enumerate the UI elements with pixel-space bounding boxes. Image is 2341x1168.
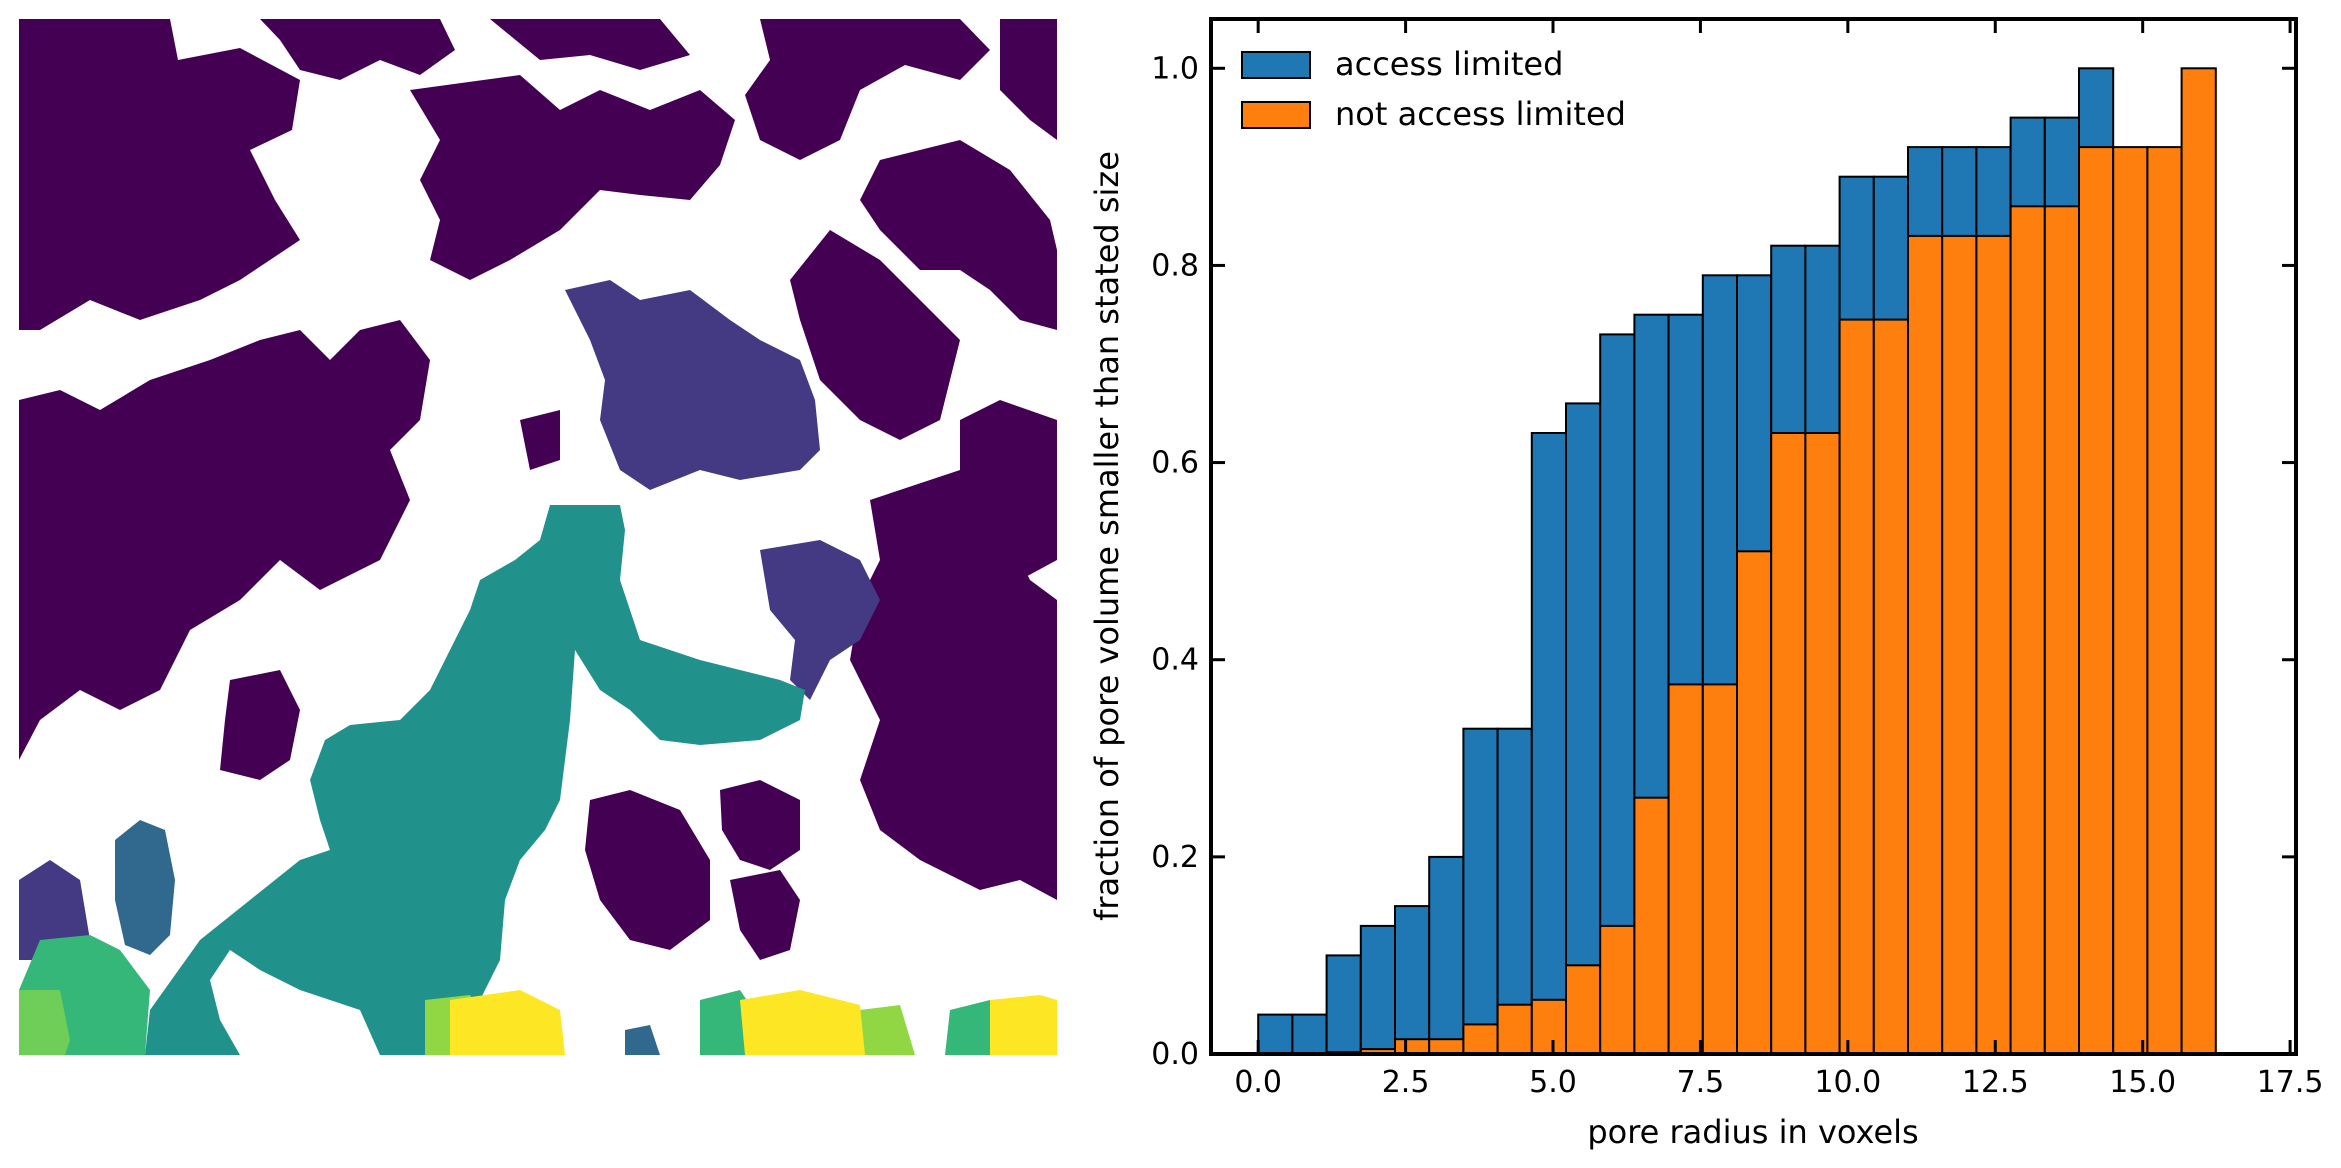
bar-access-limited-2 — [1325, 954, 1362, 1056]
x-tick-label-2: 5.0 — [1529, 1065, 1577, 1100]
bar-not-access-limited-6 — [1462, 1023, 1499, 1056]
x-axis-ticks: 0.0 2.5 5.0 7.5 10.0 12.5 15.0 17.5 — [1234, 19, 2324, 1100]
bar-access-limited-1 — [1291, 1013, 1328, 1055]
bar-not-access-limited-25 — [2112, 146, 2149, 1056]
x-tick-label-3: 7.5 — [1677, 1065, 1725, 1100]
bar-not-access-limited-15 — [1770, 432, 1807, 1055]
x-tick-label-0: 0.0 — [1234, 1065, 1282, 1100]
bar-not-access-limited-23 — [2043, 205, 2081, 1056]
bar-access-limited-8 — [1530, 432, 1568, 1055]
bar-not-access-limited-13 — [1701, 683, 1739, 1056]
bar-not-access-limited-18 — [1872, 318, 1910, 1056]
x-axis-label: pore radius in voxels — [1587, 1113, 1918, 1151]
bar-not-access-limited-5 — [1428, 1038, 1465, 1055]
y-tick-label-0: 0.0 — [1151, 1037, 1199, 1072]
y-axis-ticks: 0.0 0.2 0.4 0.6 0.8 1.0 — [1151, 51, 2296, 1072]
x-tick-label-4: 10.0 — [1814, 1065, 1881, 1100]
bar-not-access-limited-4 — [1394, 1038, 1431, 1055]
bar-not-access-limited-22 — [2009, 205, 2046, 1056]
x-tick-label-7: 17.5 — [2257, 1065, 2324, 1100]
y-tick-label-4: 0.8 — [1151, 248, 1199, 283]
x-tick-label-6: 15.0 — [2109, 1065, 2176, 1100]
legend-swatch-1 — [1241, 101, 1311, 129]
y-tick-label-2: 0.4 — [1151, 643, 1199, 678]
bar-not-access-limited-7 — [1496, 1003, 1533, 1056]
histogram-panel: 0.0 2.5 5.0 7.5 10.0 12.5 15.0 17.5 0.00.20.40.… — [1088, 17, 2324, 1151]
bar-not-access-limited-20 — [1941, 234, 1978, 1055]
bar-access-limited-6 — [1462, 727, 1499, 1055]
y-tick-label-1: 0.2 — [1151, 840, 1199, 875]
pore-segmentation-image — [19, 19, 1057, 1055]
bar-not-access-limited-9 — [1565, 964, 1602, 1055]
bar-not-access-limited-17 — [1838, 318, 1875, 1056]
bar-not-access-limited-26 — [2146, 146, 2183, 1056]
bar-not-access-limited-10 — [1599, 924, 1636, 1056]
bar-not-access-limited-12 — [1667, 683, 1704, 1056]
legend-swatch-0 — [1241, 51, 1311, 79]
bar-not-access-limited-8 — [1530, 998, 1568, 1055]
bar-not-access-limited-16 — [1804, 432, 1841, 1055]
y-tick-label-3: 0.6 — [1151, 446, 1199, 481]
bar-not-access-limited-11 — [1633, 796, 1670, 1055]
plot-frame — [1209, 17, 2298, 1056]
bar-not-access-limited-19 — [1907, 234, 1944, 1055]
bar-not-access-limited-27 — [2180, 67, 2217, 1056]
x-tick-label-5: 12.5 — [1962, 1065, 2029, 1100]
bar-access-limited-3 — [1359, 924, 1397, 1056]
legend-label-1: not access limited — [1335, 95, 1626, 133]
bar-not-access-limited-24 — [2078, 146, 2115, 1056]
legend-label-0: access limited — [1335, 45, 1563, 83]
bar-access-limited-0 — [1257, 1013, 1294, 1055]
bar-not-access-limited-21 — [1975, 234, 2012, 1055]
bar-access-limited-9 — [1565, 402, 1602, 1055]
y-axis-label: fraction of pore volume smaller than sta… — [1088, 151, 1126, 921]
x-tick-label-1: 2.5 — [1382, 1065, 1430, 1100]
bar-access-limited-5 — [1428, 855, 1465, 1056]
bar-not-access-limited-14 — [1736, 550, 1773, 1055]
solid-phase-regions — [19, 19, 1057, 960]
bar-access-limited-4 — [1394, 905, 1431, 1055]
y-tick-label-5: 1.0 — [1151, 51, 1199, 86]
legend: access limited not access limited — [1241, 45, 1626, 133]
pore-regions-colored — [19, 280, 1057, 1055]
not-access-limited-bars — [1325, 67, 2217, 1056]
